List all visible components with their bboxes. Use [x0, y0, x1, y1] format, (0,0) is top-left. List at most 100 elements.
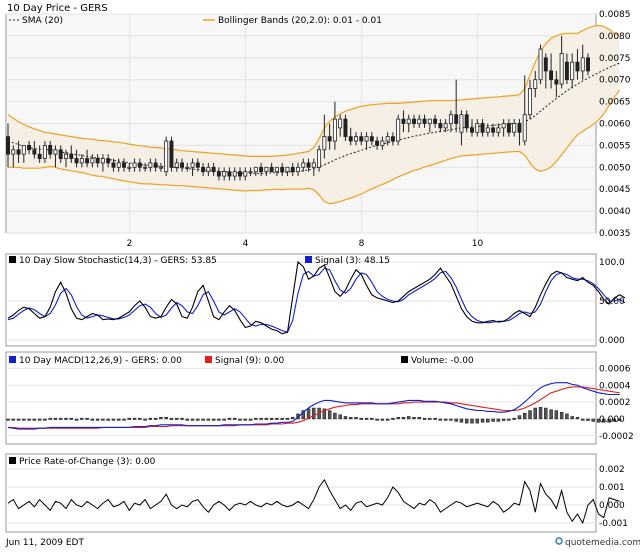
volume-legend-label: Volume: -0.00: [411, 356, 474, 366]
candle-body: [317, 149, 322, 168]
volume-bar: [159, 417, 163, 420]
candle-body: [248, 171, 253, 174]
candle-body: [422, 118, 427, 124]
volume-bar: [306, 408, 311, 420]
volume-bar: [169, 417, 174, 420]
candle-body: [517, 123, 522, 133]
roc-y-tick-label: 0.001: [599, 483, 625, 493]
volume-bar: [501, 418, 506, 421]
volume-bar: [275, 417, 279, 420]
price-y-tick-label: 0.0050: [599, 163, 631, 173]
volume-bar: [37, 418, 42, 421]
candlesticks: [6, 35, 590, 181]
roc-y-tick-label: 0.002: [599, 465, 625, 475]
price-panel: 0.0085 0.0080 0.0075 0.0070 0.0065 0.0060 0.00…: [5, 3, 631, 249]
candle-body: [190, 162, 195, 168]
price-x-tick-label: 2: [127, 239, 133, 249]
candle-body: [42, 144, 47, 159]
volume-bar: [233, 417, 237, 420]
volume-bar: [333, 412, 337, 420]
volume-bar: [280, 417, 284, 420]
price-y-tick-label: 0.0080: [599, 32, 631, 42]
volume-bar: [53, 417, 58, 420]
volume-bar: [459, 418, 464, 423]
volume-bar: [496, 418, 501, 422]
volume-bar: [370, 417, 374, 420]
volume-bar: [596, 418, 601, 423]
candle-body: [559, 53, 564, 85]
sma-legend-label: SMA (20): [22, 16, 63, 26]
price-y-tick-label: 0.0065: [599, 98, 631, 108]
price-y-tick-label: 0.0075: [599, 54, 631, 64]
macd-signal-legend-label: Signal (9): 0.00: [215, 356, 284, 366]
volume-bar: [227, 417, 232, 420]
volume-bar: [512, 417, 516, 420]
candle-body: [211, 166, 216, 173]
roc-plot-frame: [5, 453, 597, 533]
stochastic-legend-swatch: [9, 256, 16, 263]
candle-body: [259, 166, 264, 173]
volume-bar: [59, 417, 63, 420]
macd-y-axis: 0.0006 0.0004 0.0002 0.000 -0.0002: [599, 364, 634, 441]
candle-body: [69, 153, 74, 159]
volume-bar: [85, 417, 89, 420]
volume-bar: [64, 417, 68, 420]
candle-body: [21, 144, 26, 155]
candle-body: [570, 61, 575, 81]
candle-body: [27, 144, 32, 151]
macd-y-tick-label: 0.000: [599, 415, 625, 425]
candle-body: [433, 118, 438, 124]
volume-bar: [248, 418, 253, 421]
volume-bar: [528, 410, 532, 420]
price-y-tick-label: 0.0070: [599, 76, 631, 86]
candle-body: [238, 171, 242, 177]
macd-legend-label: 10 Day MACD(12,26,9) - GERS: 0.00: [19, 356, 182, 366]
candle-body: [169, 140, 174, 168]
candle-body: [85, 158, 90, 164]
volume-bar: [180, 417, 184, 420]
candle-body: [454, 114, 459, 124]
candle-body: [74, 158, 79, 164]
volume-bar: [565, 413, 569, 420]
volume-bar: [148, 417, 153, 420]
macd-panel: 0.0006 0.0004 0.0002 0.000 -0.0002 10 Day MA…: [5, 351, 634, 445]
candle-body: [100, 158, 105, 164]
roc-y-axis: 0.002 0.001 0.000 -0.001: [599, 465, 628, 529]
candle-body: [580, 57, 585, 72]
price-y-axis: 0.0085 0.0080 0.0075 0.0070 0.0065 0.0060 0.00…: [599, 10, 631, 239]
candle-body: [216, 171, 221, 177]
price-y-tick-label: 0.0055: [599, 141, 631, 151]
candle-body: [464, 114, 469, 129]
stochastic-legend-label: 10 Day Slow Stochastic(14,3) - GERS: 53.…: [19, 256, 217, 266]
stochastic-y-tick-label: 0.000: [599, 336, 625, 346]
candle-body: [475, 123, 480, 133]
volume-bar: [443, 418, 448, 421]
price-x-tick-label: 8: [359, 239, 365, 249]
volume-bar: [549, 409, 553, 420]
volume-bar: [449, 418, 453, 421]
candle-body: [406, 118, 411, 124]
price-x-tick-label: 10: [472, 239, 484, 249]
candle-body: [37, 153, 42, 159]
volume-bar: [607, 418, 611, 423]
macd-plot-frame: [5, 351, 597, 445]
price-x-tick-label: 4: [243, 239, 249, 249]
volume-bar: [570, 416, 574, 420]
price-x-axis: 2 4 8 10: [127, 239, 484, 249]
volume-bar: [117, 418, 121, 421]
stochastic-y-tick-label: 100.0: [599, 258, 625, 268]
candle-body: [253, 166, 258, 173]
volume-bar: [554, 410, 559, 420]
candle-body: [427, 118, 432, 124]
candle-body: [512, 123, 517, 133]
price-legend: SMA (20) Bollinger Bands (20,2.0): 0.01 …: [9, 16, 382, 26]
candle-body: [269, 166, 274, 173]
volume-bar: [106, 418, 110, 421]
volume-bar: [559, 412, 564, 420]
candle-body: [180, 162, 184, 168]
volume-bar: [32, 418, 37, 421]
candle-body: [338, 118, 343, 129]
volume-bar: [327, 410, 332, 420]
volume-bar: [364, 417, 369, 420]
